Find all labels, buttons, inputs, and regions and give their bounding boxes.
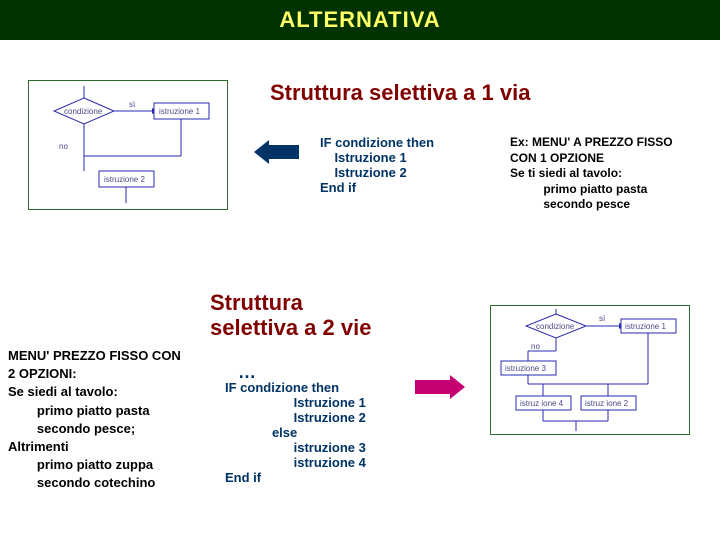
d2-i4-label: istruz ione 4 (520, 399, 564, 408)
d2-i3-label: istruzione 3 (505, 364, 546, 373)
d1-i2-label: istruzione 2 (104, 175, 145, 184)
d2-i2-label: istruz ione 2 (585, 399, 629, 408)
section1-example: Ex: MENU' A PREZZO FISSO CON 1 OPZIONE S… (510, 135, 673, 213)
d2-cond-label: condizione (536, 322, 575, 331)
d1-i1-label: istruzione 1 (159, 107, 200, 116)
d1-cond-label: condizione (64, 107, 103, 116)
d2-no: no (531, 342, 540, 351)
section2-code: IF condizione then Istruzione 1 Istruzio… (225, 380, 366, 485)
flowchart1-svg: condizione sì istruzione 1 no istruzione… (29, 81, 229, 211)
section1-heading: Struttura selettiva a 1 via (270, 80, 530, 106)
section2-example: MENU' PREZZO FISSO CON 2 OPZIONI: Se sie… (8, 347, 181, 493)
d2-si: sì (599, 314, 605, 323)
title-bar: ALTERNATIVA (0, 0, 720, 40)
d1-si: sì (129, 100, 135, 109)
section1-code: IF condizione then Istruzione 1 Istruzio… (320, 135, 434, 195)
arrow-right-icon (415, 375, 465, 399)
section2-heading: Struttura selettiva a 2 vie (210, 290, 371, 341)
d2-i1-label: istruzione 1 (625, 322, 666, 331)
page: ALTERNATIVA Struttura selettiva a 1 via … (0, 0, 720, 540)
title-text: ALTERNATIVA (279, 7, 440, 33)
d1-no: no (59, 142, 68, 151)
flowchart1-frame: condizione sì istruzione 1 no istruzione… (28, 80, 228, 210)
arrow-left-icon (254, 140, 299, 164)
flowchart2-svg: condizione sì istruzione 1 no istruzione… (491, 306, 691, 436)
flowchart2-frame: condizione sì istruzione 1 no istruzione… (490, 305, 690, 435)
